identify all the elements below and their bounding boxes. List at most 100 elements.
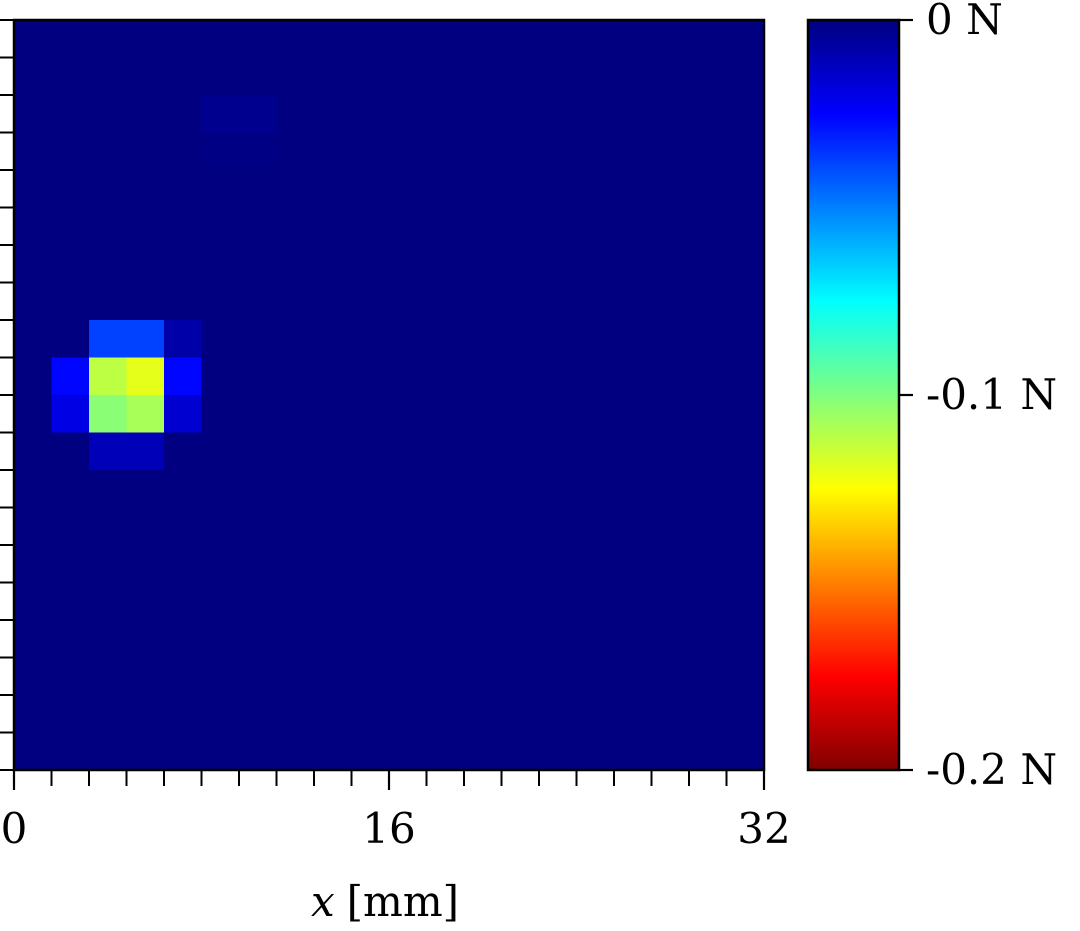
heatmap-cell	[164, 470, 203, 509]
heatmap-cell	[276, 95, 315, 134]
heatmap-cell	[689, 95, 728, 134]
heatmap-cell	[689, 357, 728, 396]
heatmap-cell	[239, 695, 278, 734]
heatmap-cell	[164, 95, 203, 134]
heatmap-cell	[689, 132, 728, 171]
heatmap-cell	[314, 245, 353, 284]
heatmap-cell	[239, 657, 278, 696]
heatmap-cell	[239, 470, 278, 509]
heatmap-cell	[689, 657, 728, 696]
heatmap-cell	[576, 545, 615, 584]
heatmap-cell	[201, 470, 240, 509]
heatmap-cell	[89, 357, 128, 396]
heatmap-cell	[126, 95, 165, 134]
heatmap-cell	[389, 395, 428, 434]
heatmap-cell	[351, 395, 390, 434]
heatmap-cell	[651, 320, 690, 359]
heatmap-cell	[239, 732, 278, 771]
heatmap-cell	[426, 732, 465, 771]
heatmap-cell	[464, 95, 503, 134]
heatmap-cell	[351, 620, 390, 659]
heatmap-cell	[651, 620, 690, 659]
heatmap-cell	[426, 432, 465, 471]
heatmap-cell	[426, 620, 465, 659]
colorbar-tick-labels: 0 N -0.1 N -0.2 N	[926, 0, 1057, 794]
heatmap-cell	[201, 170, 240, 209]
heatmap-cell	[126, 695, 165, 734]
heatmap-cell	[164, 207, 203, 246]
heatmap-cell	[464, 470, 503, 509]
heatmap-cell	[426, 695, 465, 734]
heatmap-cell	[389, 282, 428, 321]
heatmap-cell	[576, 132, 615, 171]
heatmap-cell	[126, 545, 165, 584]
heatmap-cell	[314, 432, 353, 471]
heatmap-cell	[276, 732, 315, 771]
heatmap-cell	[239, 132, 278, 171]
heatmap-cell	[14, 432, 53, 471]
heatmap-cell	[464, 395, 503, 434]
heatmap-cell	[201, 320, 240, 359]
heatmap-cell	[501, 357, 540, 396]
heatmap-cell	[51, 582, 90, 621]
heatmap-cell	[51, 132, 90, 171]
heatmap-cell	[89, 132, 128, 171]
heatmap-cell	[51, 507, 90, 546]
heatmap-cell	[14, 282, 53, 321]
heatmap-cell	[201, 95, 240, 134]
heatmap-cell	[276, 582, 315, 621]
heatmap-cell	[539, 132, 578, 171]
heatmap-cell	[126, 132, 165, 171]
heatmap-cell	[276, 695, 315, 734]
heatmap-cell	[351, 582, 390, 621]
heatmap-cell	[51, 545, 90, 584]
heatmap-cell	[501, 432, 540, 471]
heatmap-cell	[576, 245, 615, 284]
heatmap-cell	[276, 282, 315, 321]
heatmap-cell	[464, 20, 503, 59]
heatmap-cell	[539, 282, 578, 321]
heatmap-cell	[726, 320, 765, 359]
heatmap-cell	[726, 545, 765, 584]
heatmap-cell	[51, 95, 90, 134]
heatmap-cell	[426, 170, 465, 209]
heatmap-cell	[14, 732, 53, 771]
heatmap-cell	[351, 695, 390, 734]
heatmap-cell	[201, 132, 240, 171]
heatmap-cell	[239, 620, 278, 659]
heatmap-cell	[464, 282, 503, 321]
heatmap-cell	[501, 95, 540, 134]
heatmap-cell	[576, 657, 615, 696]
heatmap-cell	[51, 432, 90, 471]
heatmap-cell	[314, 170, 353, 209]
heatmap-cell	[614, 207, 653, 246]
heatmap-cell	[539, 507, 578, 546]
heatmap-cell	[689, 245, 728, 284]
x-tick-label: 32	[737, 804, 790, 853]
heatmap-cell	[389, 582, 428, 621]
colorbar-ticks	[899, 18, 913, 772]
heatmap-cell	[464, 320, 503, 359]
heatmap-cell	[164, 432, 203, 471]
heatmap-cell	[689, 395, 728, 434]
heatmap-cell	[14, 545, 53, 584]
heatmap-cell	[314, 357, 353, 396]
heatmap-cell	[651, 582, 690, 621]
heatmap-cell	[239, 395, 278, 434]
heatmap-cell	[464, 732, 503, 771]
heatmap-cell	[89, 245, 128, 284]
heatmap-cell	[276, 470, 315, 509]
heatmap-cell	[51, 320, 90, 359]
heatmap-cell	[576, 470, 615, 509]
heatmap-cell	[164, 132, 203, 171]
heatmap-cell	[614, 620, 653, 659]
heatmap-cell	[651, 395, 690, 434]
heatmap-cell	[426, 20, 465, 59]
heatmap-cell	[726, 695, 765, 734]
heatmap-cell	[576, 282, 615, 321]
heatmap-cell	[89, 20, 128, 59]
heatmap-cell	[389, 357, 428, 396]
heatmap-cell	[126, 657, 165, 696]
heatmap-cell	[726, 20, 765, 59]
